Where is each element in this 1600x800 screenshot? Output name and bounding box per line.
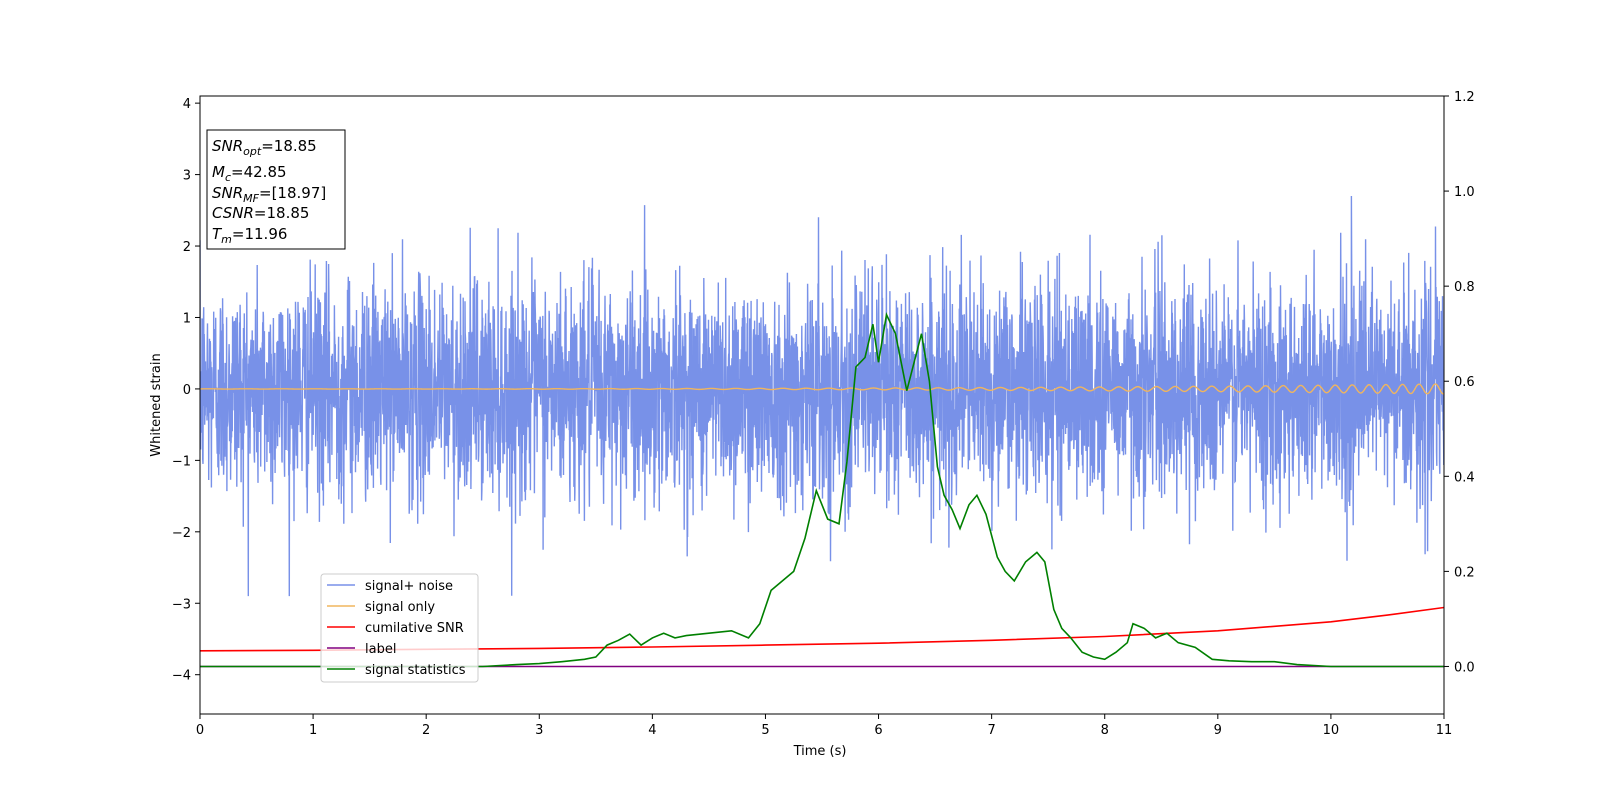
y-left-tick-label-4: 0: [183, 383, 191, 398]
y-right-axis-ticks: 0.0 0.2 0.4 0.6 0.8 1.0 1.2: [1444, 90, 1475, 675]
x-tick-label-4: 4: [648, 723, 656, 738]
x-tick-label-11: 11: [1436, 723, 1453, 738]
y-left-tick-label-3: −1: [172, 454, 191, 469]
y-left-tick-label-2: −2: [172, 526, 191, 541]
legend: signal+ noise signal only cumilative SNR…: [320, 573, 479, 683]
y-left-axis-ticks: −4 −3 −2 −1 0 1 2 3 4: [172, 97, 200, 684]
x-tick-label-8: 8: [1101, 723, 1109, 738]
y-left-tick-label-8: 4: [183, 97, 191, 112]
info-box-frame: [206, 129, 346, 250]
y-right-tick-label-4: 0.8: [1454, 280, 1475, 295]
x-tick-label-1: 1: [309, 723, 317, 738]
info-csnr: CSNR=18.85: [212, 204, 309, 222]
x-tick-label-2: 2: [422, 723, 430, 738]
legend-label-signal-statistics: signal statistics: [365, 663, 466, 678]
y-right-tick-label-6: 1.2: [1454, 90, 1475, 105]
info-snr-opt: SNRopt=18.85: [212, 137, 317, 158]
series-signal-only: [200, 383, 1444, 395]
y-left-tick-label-5: 1: [183, 311, 191, 326]
series-signal-statistics: [200, 312, 1444, 668]
y-left-tick-label-1: −3: [172, 597, 191, 612]
x-tick-label-0: 0: [196, 723, 204, 738]
legend-frame: [320, 573, 479, 683]
y-right-tick-label-1: 0.2: [1454, 565, 1475, 580]
legend-label-signal-noise: signal+ noise: [365, 579, 453, 594]
y-left-tick-label-0: −4: [172, 669, 191, 684]
info-snr-mf: SNRMF=[18.97]: [212, 184, 326, 205]
x-tick-label-5: 5: [761, 723, 769, 738]
x-axis-label: Time (s): [793, 744, 847, 759]
x-axis-ticks: 0 1 2 3 4 5 6 7 8 9 10 11: [196, 714, 1452, 738]
y-left-tick-label-6: 2: [183, 240, 191, 255]
y-right-tick-label-3: 0.6: [1454, 375, 1475, 390]
plot-frame: [199, 95, 1445, 715]
y-left-tick-label-7: 3: [183, 169, 191, 184]
info-box: SNRopt=18.85 Mc=42.85 SNRMF=[18.97] CSNR…: [206, 129, 346, 250]
y-right-tick-label-0: 0.0: [1454, 660, 1475, 675]
x-tick-label-7: 7: [987, 723, 995, 738]
legend-label-label: label: [365, 642, 396, 657]
y-right-tick-label-2: 0.4: [1454, 470, 1475, 485]
info-mc: Mc=42.85: [212, 163, 287, 184]
y-right-tick-label-5: 1.0: [1454, 185, 1475, 200]
x-tick-label-9: 9: [1214, 723, 1222, 738]
legend-label-signal-only: signal only: [365, 600, 435, 615]
x-tick-label-6: 6: [874, 723, 882, 738]
info-tm: Tm=11.96: [212, 225, 287, 246]
x-tick-label-3: 3: [535, 723, 543, 738]
x-tick-label-10: 10: [1323, 723, 1340, 738]
y-axis-label: Whitened strain: [149, 353, 164, 456]
series-signal-noise: [200, 195, 1444, 597]
legend-label-cumulative-snr: cumilative SNR: [365, 621, 464, 636]
